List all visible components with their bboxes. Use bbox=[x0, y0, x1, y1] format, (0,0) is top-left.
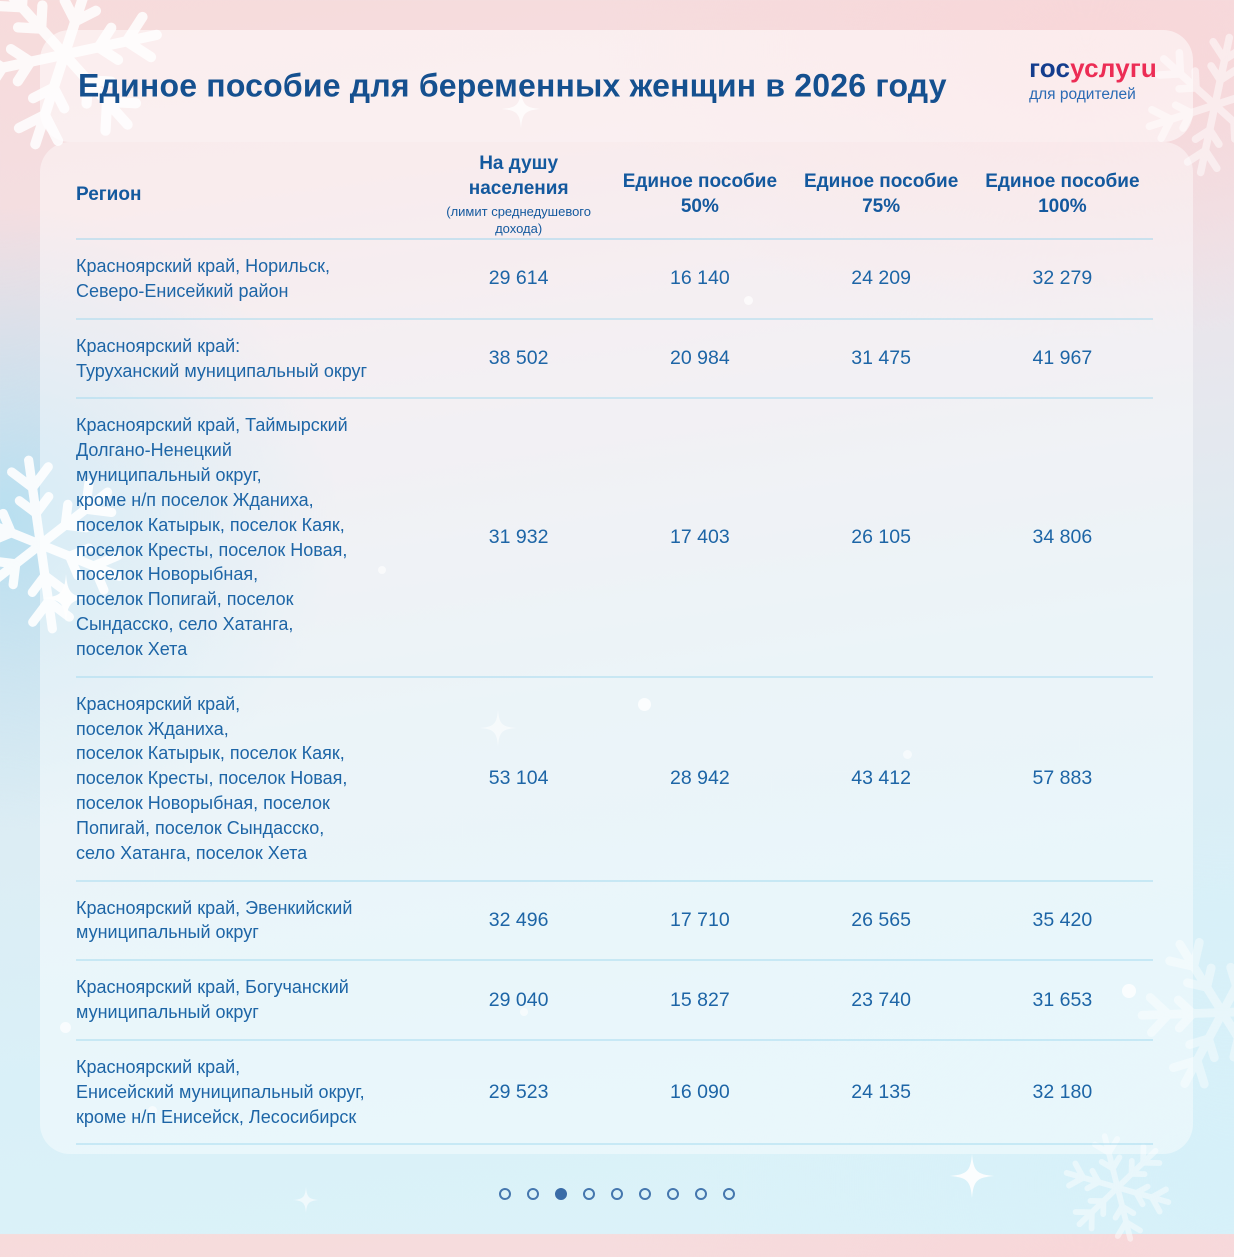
page-title: Единое пособие для беременных женщин в 2… bbox=[78, 67, 947, 104]
pagination-dot[interactable] bbox=[527, 1188, 539, 1200]
benefit-75-value: 31 475 bbox=[851, 347, 911, 370]
column-header-benefit-75: Единое пособие 75% bbox=[791, 170, 972, 219]
title-card: Единое пособие для беременных женщин в 2… bbox=[40, 30, 1193, 142]
table-header-row: Регион На душу населения (лимит среднеду… bbox=[76, 152, 1153, 241]
region-cell: Красноярский край: Туруханский муниципал… bbox=[76, 335, 368, 381]
column-header-per-capita: На душу населения (лимит среднедушевого … bbox=[428, 152, 609, 238]
logo-subtitle: для родителей bbox=[1029, 85, 1136, 103]
pagination bbox=[0, 1188, 1234, 1200]
benefit-75-value: 24 135 bbox=[851, 1080, 911, 1103]
per-capita-value: 53 104 bbox=[488, 767, 549, 790]
per-capita-value: 38 502 bbox=[488, 347, 549, 370]
benefit-75-value: 26 565 bbox=[851, 908, 911, 931]
gosuslugi-logo: госуслугu для родителей bbox=[1029, 54, 1157, 103]
benefit-50-line1: Единое пособие bbox=[622, 171, 778, 193]
per-capita-value: 29 614 bbox=[488, 267, 549, 290]
benefit-50-value: 17 710 bbox=[670, 908, 730, 931]
pagination-dot[interactable] bbox=[583, 1188, 595, 1200]
pagination-dot[interactable] bbox=[639, 1188, 651, 1200]
benefit-75-value: 24 209 bbox=[851, 267, 911, 290]
benefit-50-value: 20 984 bbox=[670, 347, 730, 370]
pagination-dot[interactable] bbox=[695, 1188, 707, 1200]
benefit-100-value: 34 806 bbox=[1032, 526, 1093, 549]
per-capita-value: 29 040 bbox=[488, 988, 549, 1011]
benefit-100-value: 32 180 bbox=[1032, 1080, 1093, 1103]
benefit-100-line2: 100% bbox=[1038, 196, 1087, 218]
region-cell: Красноярский край, Эвенкийский муниципал… bbox=[76, 897, 353, 943]
benefit-75-line2: 75% bbox=[862, 196, 901, 218]
benefit-50-value: 15 827 bbox=[670, 988, 730, 1011]
benefit-100-value: 35 420 bbox=[1032, 908, 1093, 931]
benefit-100-value: 41 967 bbox=[1032, 347, 1093, 370]
per-capita-title: На душу населения bbox=[468, 153, 569, 199]
column-header-benefit-50: Единое пособие 50% bbox=[609, 170, 790, 219]
benefits-table-card: Регион На душу населения (лимит среднеду… bbox=[40, 142, 1193, 1154]
region-cell: Красноярский край, Таймырский Долгано-Не… bbox=[76, 415, 348, 659]
benefit-100-line1: Единое пособие bbox=[985, 171, 1140, 193]
pagination-dot[interactable] bbox=[723, 1188, 735, 1200]
region-cell: Красноярский край, поселок Жданиха, посе… bbox=[76, 693, 348, 863]
table-row: Красноярский край: Туруханский муниципал… bbox=[76, 320, 1153, 400]
per-capita-value: 29 523 bbox=[488, 1080, 549, 1103]
benefit-100-value: 57 883 bbox=[1032, 767, 1093, 790]
benefit-50-line2: 50% bbox=[680, 196, 719, 218]
benefit-100-value: 32 279 bbox=[1032, 267, 1093, 290]
benefit-100-value: 31 653 bbox=[1032, 988, 1093, 1011]
per-capita-value: 32 496 bbox=[488, 908, 549, 931]
column-header-benefit-100: Единое пособие 100% bbox=[972, 170, 1153, 219]
benefit-75-value: 26 105 bbox=[851, 526, 911, 549]
gosuslugi-logo-text: госуслугu bbox=[1029, 54, 1157, 83]
pagination-dot[interactable] bbox=[611, 1188, 623, 1200]
table-row: Красноярский край, Богучанский муниципал… bbox=[76, 961, 1153, 1041]
region-cell: Красноярский край, Богучанский муниципал… bbox=[76, 977, 349, 1023]
benefit-50-value: 16 140 bbox=[670, 267, 730, 290]
table-body: Красноярский край, Норильск, Северо-Енис… bbox=[76, 240, 1153, 1146]
region-cell: Красноярский край, Норильск, Северо-Енис… bbox=[76, 256, 330, 301]
logo-part-blue: гос bbox=[1029, 53, 1071, 83]
table-row: Красноярский край, поселок Жданиха, посе… bbox=[76, 678, 1153, 882]
column-header-region: Регион bbox=[76, 183, 142, 205]
table-row: Красноярский край, Таймырский Долгано-Не… bbox=[76, 399, 1153, 678]
pagination-dot[interactable] bbox=[667, 1188, 679, 1200]
table-row: Красноярский край, Енисейский муниципаль… bbox=[76, 1041, 1153, 1146]
pagination-dot-active[interactable] bbox=[555, 1188, 567, 1200]
logo-part-red: услугu bbox=[1070, 53, 1157, 83]
per-capita-value: 31 932 bbox=[488, 526, 549, 549]
pagination-dot[interactable] bbox=[499, 1188, 511, 1200]
table-row: Красноярский край, Эвенкийский муниципал… bbox=[76, 882, 1153, 962]
benefit-50-value: 28 942 bbox=[670, 767, 730, 790]
benefit-75-value: 43 412 bbox=[851, 767, 911, 790]
table-row: Красноярский край, Норильск, Северо-Енис… bbox=[76, 240, 1153, 320]
benefit-50-value: 16 090 bbox=[670, 1080, 730, 1103]
per-capita-note: (лимит среднедушевого дохода) bbox=[446, 204, 591, 237]
benefit-75-line1: Единое пособие bbox=[803, 171, 959, 193]
benefit-75-value: 23 740 bbox=[851, 988, 911, 1011]
benefit-50-value: 17 403 bbox=[670, 526, 730, 549]
region-cell: Красноярский край, Енисейский муниципаль… bbox=[76, 1056, 365, 1127]
